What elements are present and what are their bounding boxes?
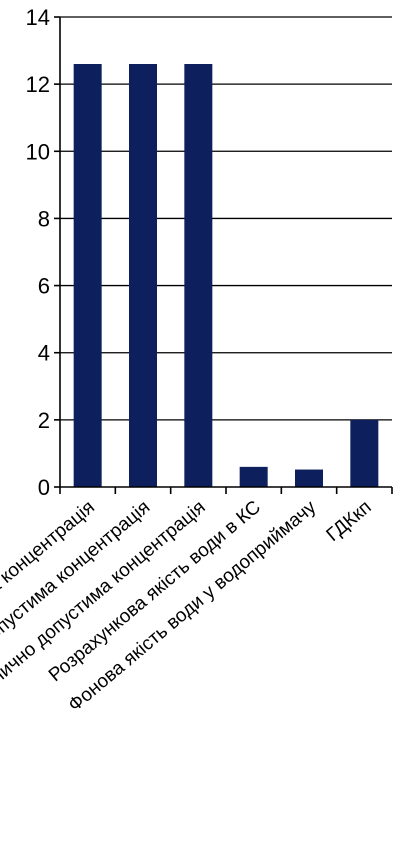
gridlines [60, 16, 392, 421]
bar [295, 469, 323, 487]
bar [129, 64, 157, 487]
axes [54, 16, 393, 494]
x-category-label: ГДКкп [323, 497, 376, 546]
y-tick-label: 14 [26, 5, 50, 30]
y-tick-label: 10 [26, 139, 50, 164]
y-tick-label: 2 [38, 408, 50, 433]
bar [350, 419, 379, 487]
bar [73, 64, 102, 487]
bars [73, 64, 379, 487]
y-tick-label: 8 [38, 206, 50, 231]
y-tick-label: 6 [38, 274, 50, 299]
y-tick-label: 0 [38, 475, 50, 500]
y-tick-labels: 0 2 4 6 8 10 12 14 [26, 5, 50, 500]
bar [184, 64, 213, 487]
bar [239, 466, 268, 487]
y-tick-label: 4 [38, 341, 50, 366]
y-tick-label: 12 [26, 72, 50, 97]
